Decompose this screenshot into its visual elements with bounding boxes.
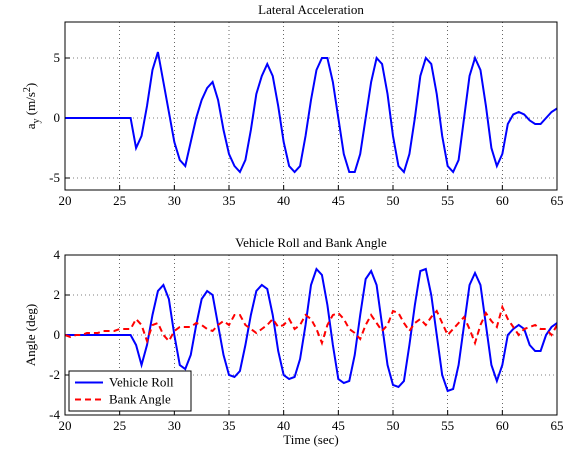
x-tick-label: 65 [551,418,564,433]
y-tick-label: -5 [49,170,60,185]
x-tick-label: 45 [332,193,345,208]
legend-label: Bank Angle [109,392,171,407]
y-tick-label: 0 [54,110,61,125]
data-line [65,304,557,347]
x-tick-label: 55 [441,193,454,208]
label-superscript: 2 [22,87,33,92]
data-line [65,51,557,174]
label-part: a [23,123,38,129]
x-tick-label: 25 [113,193,126,208]
legend-label: Vehicle Roll [109,375,174,390]
x-tick-label: 50 [387,193,400,208]
y-tick-label: -2 [49,367,60,382]
label-part: (m/s [23,92,38,118]
x-tick-label: 60 [496,418,509,433]
y-tick-label: 5 [54,50,61,65]
label-subscript: y [31,118,42,123]
y-tick-label: 2 [54,287,61,302]
x-tick-label: 40 [277,193,290,208]
y-tick-label: -4 [49,407,60,422]
x-tick-label: 20 [59,418,72,433]
x-tick-label: 50 [387,418,400,433]
y-axis-label: ay (m/s2) [22,83,42,130]
chart-title: Vehicle Roll and Bank Angle [235,235,387,250]
axes-frame [64,21,558,191]
x-axis-label: Time (sec) [283,432,339,447]
x-tick-label: 35 [223,193,236,208]
x-tick-label: 30 [168,193,181,208]
x-tick-label: 45 [332,418,345,433]
y-tick-label: 0 [54,327,61,342]
x-tick-label: 65 [551,193,564,208]
x-tick-label: 60 [496,193,509,208]
x-tick-label: 35 [223,418,236,433]
label-part: ) [23,83,38,87]
data-line [65,267,557,393]
x-tick-label: 55 [441,418,454,433]
x-tick-label: 30 [168,418,181,433]
x-tick-label: 20 [59,193,72,208]
x-tick-label: 40 [277,418,290,433]
x-tick-label: 25 [113,418,126,433]
y-axis-label: Angle (deg) [23,304,38,366]
chart-title: Lateral Acceleration [258,2,364,17]
axes-frame [64,254,558,416]
legend-box [68,370,192,412]
y-tick-label: 4 [54,247,61,262]
